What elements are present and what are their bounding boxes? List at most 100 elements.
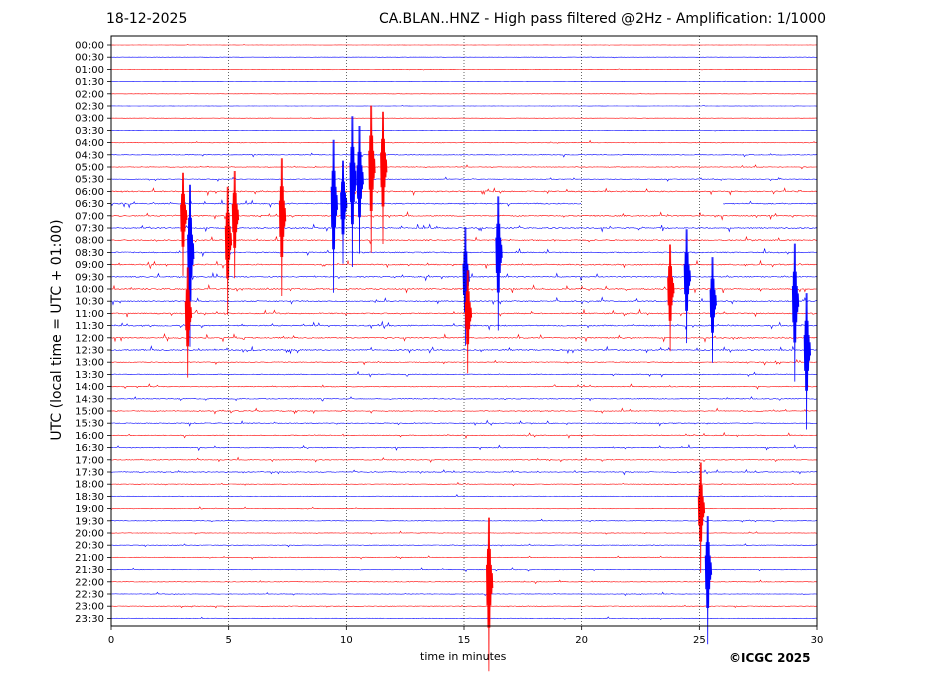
y-tick-label: 01:00 — [75, 65, 104, 76]
y-tick-label: 11:30 — [75, 321, 104, 332]
trace-row-2230 — [110, 591, 818, 597]
chart-title: CA.BLAN..HNZ - High pass filtered @2Hz -… — [379, 11, 827, 27]
trace-row-1400 — [110, 383, 817, 390]
trace-row-0430 — [110, 152, 818, 158]
y-tick-label: 15:30 — [75, 419, 104, 430]
trace-row-0330 — [111, 129, 818, 132]
y-tick-label: 04:00 — [75, 138, 104, 149]
y-tick-label: 21:30 — [75, 565, 104, 576]
trace-row-1430 — [111, 396, 818, 402]
event-spike — [709, 257, 717, 363]
y-tick-label: 07:30 — [75, 224, 104, 235]
trace-row-0500 — [110, 164, 818, 170]
event-spike — [683, 229, 691, 344]
event-spike — [184, 267, 193, 378]
y-tick-label: 13:00 — [75, 358, 104, 369]
event-spike — [697, 462, 706, 573]
x-tick-label: 10 — [340, 635, 353, 646]
event-spike — [180, 172, 188, 276]
y-tick-label: 06:00 — [75, 187, 104, 198]
event-spike — [231, 170, 240, 279]
y-tick-label: 18:30 — [75, 492, 104, 503]
trace-row-1130 — [111, 320, 818, 331]
y-tick-label: 14:30 — [75, 394, 104, 405]
y-tick-label: 05:00 — [75, 163, 104, 174]
y-tick-label: 09:00 — [75, 260, 104, 271]
y-tick-label: 22:00 — [75, 577, 104, 588]
x-tick-label: 20 — [575, 635, 588, 646]
event-spike — [704, 516, 713, 645]
event-spike — [187, 184, 195, 347]
y-tick-label: 08:00 — [75, 236, 104, 247]
x-tick-label: 0 — [108, 635, 114, 646]
event-spike — [380, 111, 388, 245]
event-spike — [486, 517, 494, 672]
y-tick-label: 07:00 — [75, 211, 104, 222]
event-spike — [340, 160, 348, 264]
y-tick-label: 23:30 — [75, 614, 104, 625]
trace-row-0300 — [111, 117, 818, 119]
event-spike — [356, 125, 364, 254]
y-tick-label: 01:30 — [75, 77, 104, 88]
y-tick-label: 20:30 — [75, 541, 104, 552]
y-tick-label: 21:00 — [75, 553, 104, 564]
y-tick-label: 10:30 — [75, 297, 104, 308]
y-tick-label: 16:30 — [75, 443, 104, 454]
y-tick-label: 12:30 — [75, 346, 104, 357]
event-spike — [464, 270, 473, 374]
event-spike — [349, 116, 357, 268]
date-label: 18-12-2025 — [106, 11, 188, 27]
y-tick-label: 08:30 — [75, 248, 104, 259]
y-tick-label: 19:30 — [75, 516, 104, 527]
y-tick-label: 02:00 — [75, 89, 104, 100]
y-axis-label: UTC (local time = UTC + 01:00) — [49, 219, 65, 441]
x-tick-label: 5 — [225, 635, 231, 646]
y-tick-label: 10:00 — [75, 285, 104, 296]
y-tick-label: 00:00 — [75, 41, 104, 52]
copyright-label: ©ICGC 2025 — [729, 651, 811, 665]
event-spike — [368, 105, 376, 253]
y-tick-label: 06:30 — [75, 199, 104, 210]
trace-row-0600 — [110, 187, 818, 197]
y-tick-label: 16:00 — [75, 431, 104, 442]
event-spike — [791, 243, 800, 382]
y-tick-label: 04:30 — [75, 150, 104, 161]
y-tick-label: 15:00 — [75, 407, 104, 418]
y-tick-label: 11:00 — [75, 309, 104, 320]
trace-row-2030 — [110, 543, 818, 548]
trace-row-2200 — [110, 579, 818, 585]
trace-row-1300 — [110, 359, 818, 366]
event-spike — [495, 196, 503, 331]
event-spike — [224, 186, 233, 315]
y-tick-label: 03:00 — [75, 114, 104, 125]
y-tick-label: 18:00 — [75, 480, 104, 491]
trace-row-1230 — [110, 345, 818, 355]
trace-row-1330 — [110, 370, 818, 378]
event-spike — [803, 293, 811, 430]
y-tick-label: 05:30 — [75, 175, 104, 186]
y-tick-label: 12:00 — [75, 333, 104, 344]
trace-row-0400 — [110, 139, 818, 144]
event-spike — [330, 139, 338, 293]
y-tick-label: 17:30 — [75, 468, 104, 479]
x-axis-label: time in minutes — [420, 650, 507, 663]
y-tick-label: 22:30 — [75, 590, 104, 601]
y-tick-label: 20:00 — [75, 529, 104, 540]
y-tick-label: 17:00 — [75, 455, 104, 466]
y-tick-label: 19:00 — [75, 504, 104, 515]
y-tick-label: 23:00 — [75, 602, 104, 613]
y-tick-label: 13:30 — [75, 370, 104, 381]
x-tick-label: 25 — [693, 635, 706, 646]
x-tick-label: 30 — [811, 635, 824, 646]
trace-row-0530 — [110, 176, 818, 182]
trace-row-2130 — [110, 567, 818, 573]
y-tick-label: 09:30 — [75, 272, 104, 283]
event-spike — [667, 244, 675, 352]
x-tick-label: 15 — [458, 635, 471, 646]
trace-row-1200 — [110, 332, 818, 343]
y-tick-label: 00:30 — [75, 53, 104, 64]
trace-row-1730 — [110, 468, 818, 476]
y-tick-label: 14:00 — [75, 382, 104, 393]
event-spike — [278, 158, 287, 297]
